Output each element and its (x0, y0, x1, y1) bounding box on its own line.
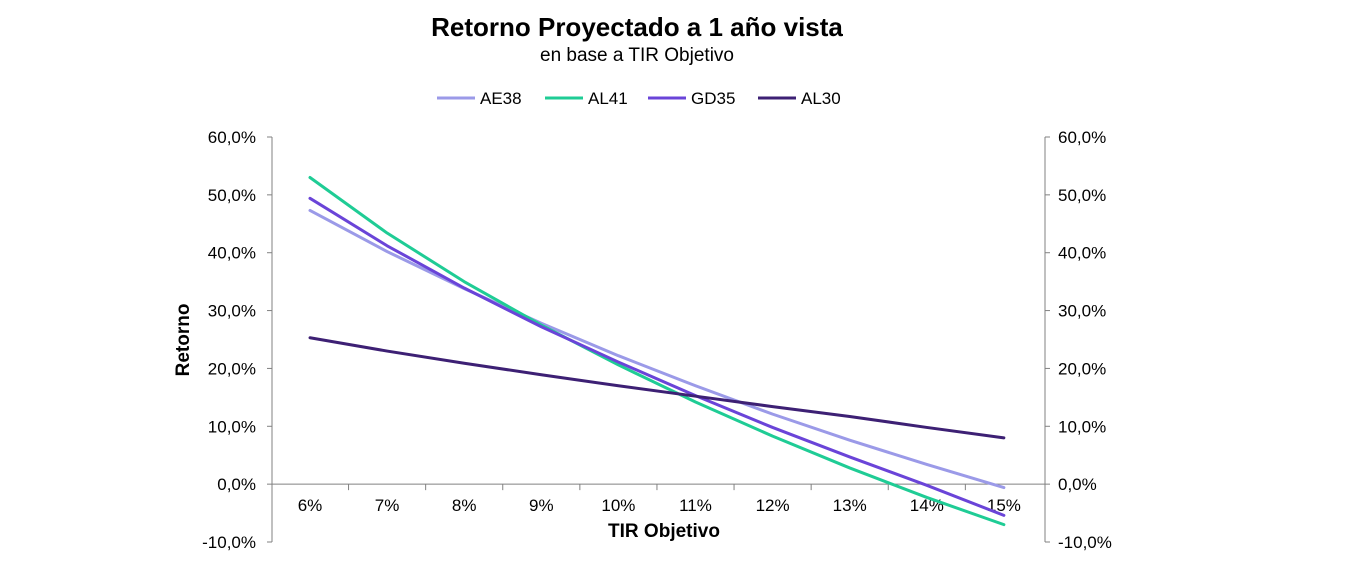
legend-label-gd35: GD35 (691, 89, 735, 108)
series-line-gd35 (308, 196, 1006, 517)
y-tick-label: 0,0% (217, 475, 256, 494)
series-line-ae38 (308, 208, 1006, 490)
x-tick-label: 12% (756, 496, 790, 515)
legend-label-ae38: AE38 (480, 89, 522, 108)
y-tick-label: 20,0% (208, 359, 256, 378)
x-axis-label: TIR Objetivo (608, 521, 720, 542)
x-tick-label: 11% (679, 496, 712, 515)
y-tick-label-right: 10,0% (1058, 417, 1106, 436)
x-tick-label: 7% (375, 496, 400, 515)
x-tick-label: 13% (833, 496, 867, 515)
y-axis-label: Retorno (173, 304, 194, 377)
axes (267, 136, 1050, 543)
y-tick-label: 10,0% (208, 417, 256, 436)
y-tick-label-right: 30,0% (1058, 302, 1106, 321)
y-tick-label-right: 0,0% (1058, 475, 1097, 494)
x-tick-label: 6% (298, 496, 323, 515)
legend: AE38 AL41 GD35 AL30 (437, 89, 841, 108)
x-tick-label: 8% (452, 496, 477, 515)
legend-label-al41: AL41 (588, 89, 628, 108)
y-tick-label-right: 20,0% (1058, 359, 1106, 378)
legend-label-al30: AL30 (801, 89, 841, 108)
y-tick-label: 30,0% (208, 302, 256, 321)
series-line-al41 (308, 176, 1006, 527)
y-tick-label-right: -10,0% (1058, 533, 1112, 552)
y-tick-label: 40,0% (208, 244, 256, 263)
series-lines (308, 176, 1006, 527)
y-tick-label-right: 60,0% (1058, 128, 1106, 147)
y-tick-label: -10,0% (202, 533, 256, 552)
series-line-al30 (308, 336, 1006, 440)
x-tick-label: 9% (529, 496, 554, 515)
tick-labels: -10,0% -10,0% 0,0% 0,0% 10,0% 10,0% 20,0% 20,0%… (202, 128, 1112, 552)
y-tick-label-right: 40,0% (1058, 244, 1106, 263)
y-tick-label: 60,0% (208, 128, 256, 147)
chart-subtitle: en base a TIR Objetivo (540, 45, 734, 66)
y-tick-label: 50,0% (208, 186, 256, 205)
x-tick-label: 15% (987, 496, 1021, 515)
chart-title: Retorno Proyectado a 1 año vista (431, 12, 843, 42)
y-tick-label-right: 50,0% (1058, 186, 1106, 205)
x-tick-label: 10% (601, 496, 635, 515)
